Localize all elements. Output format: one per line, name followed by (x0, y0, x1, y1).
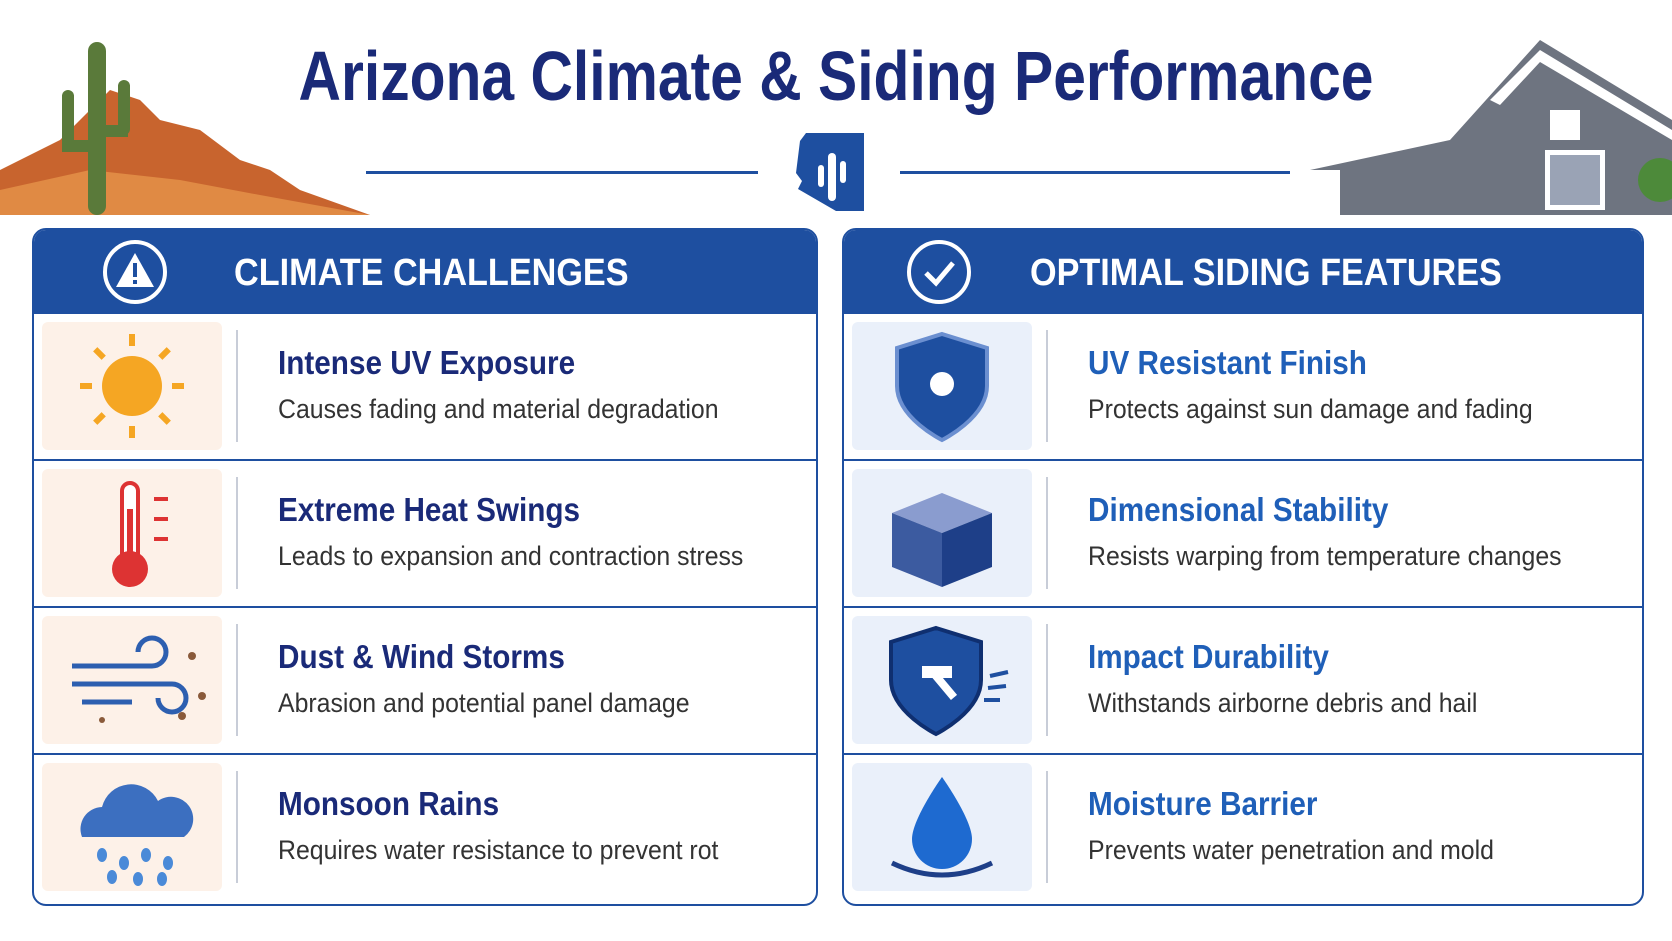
item-row: Dimensional Stability Resists warping fro… (844, 459, 1642, 605)
item-description: Resists warping from temperature changes (1088, 541, 1562, 571)
features-panel: OPTIMAL SIDING FEATURES UV Resistant Fin… (842, 228, 1644, 906)
item-icon (80, 784, 194, 886)
title: Arizona Climate & Siding Performance (298, 37, 1374, 115)
item-icon (895, 331, 989, 443)
divider (1046, 771, 1048, 883)
item-description: Withstands airborne debris and hail (1088, 688, 1478, 718)
icon-box (852, 322, 1032, 450)
item-title: Dust & Wind Storms (278, 638, 565, 675)
icon-box (852, 469, 1032, 597)
arizona-icon (796, 133, 864, 211)
divider (1046, 330, 1048, 442)
panel-header: CLIMATE CHALLENGES (34, 230, 816, 312)
divider (1046, 477, 1048, 589)
item-description: Leads to expansion and contraction stres… (278, 541, 744, 571)
item-description: Abrasion and potential panel damage (278, 688, 690, 718)
item-row: UV Resistant Finish Protects against sun … (844, 312, 1642, 458)
panel-heading: OPTIMAL SIDING FEATURES (1030, 252, 1502, 294)
item-description: Causes fading and material degradation (278, 394, 719, 424)
challenges-panel: CLIMATE CHALLENGES Intense UV Exposure Ca… (32, 228, 818, 906)
item-icon (889, 625, 1009, 737)
item-icon (890, 777, 994, 878)
desert-art (0, 42, 370, 215)
divider (236, 330, 238, 442)
item-title: Moisture Barrier (1088, 785, 1318, 822)
title-rule (900, 171, 1290, 174)
item-row: Dust & Wind Storms Abrasion and potential… (34, 606, 816, 752)
item-icon (80, 334, 184, 438)
check-icon (907, 240, 971, 304)
item-row: Extreme Heat Swings Leads to expansion an… (34, 459, 816, 605)
item-description: Requires water resistance to prevent rot (278, 835, 719, 865)
item-title: UV Resistant Finish (1088, 344, 1367, 381)
item-row: Moisture Barrier Prevents water penetrati… (844, 753, 1642, 904)
item-row: Monsoon Rains Requires water resistance t… (34, 753, 816, 904)
divider (1046, 624, 1048, 736)
item-description: Prevents water penetration and mold (1088, 835, 1494, 865)
item-row: Impact Durability Withstands airborne deb… (844, 606, 1642, 752)
icon-box (42, 469, 222, 597)
warning-icon (103, 240, 167, 304)
title-rule (366, 171, 758, 174)
item-title: Dimensional Stability (1088, 491, 1389, 528)
item-title: Intense UV Exposure (278, 344, 576, 381)
icon-box (42, 322, 222, 450)
item-title: Impact Durability (1088, 638, 1329, 675)
item-description: Protects against sun damage and fading (1088, 394, 1533, 424)
item-icon (892, 493, 992, 587)
item-icon (72, 635, 206, 723)
panel-heading: CLIMATE CHALLENGES (234, 252, 629, 294)
house-art (1310, 40, 1672, 215)
item-title: Monsoon Rains (278, 785, 500, 822)
item-icon (112, 481, 168, 587)
item-row: Intense UV Exposure Causes fading and mat… (34, 312, 816, 458)
panel-header: OPTIMAL SIDING FEATURES (844, 230, 1642, 312)
icon-box (42, 616, 222, 744)
icon-box (852, 763, 1032, 891)
divider (236, 477, 238, 589)
divider (236, 624, 238, 736)
icon-box (42, 763, 222, 891)
icon-box (852, 616, 1032, 744)
item-title: Extreme Heat Swings (278, 491, 581, 528)
divider (236, 771, 238, 883)
